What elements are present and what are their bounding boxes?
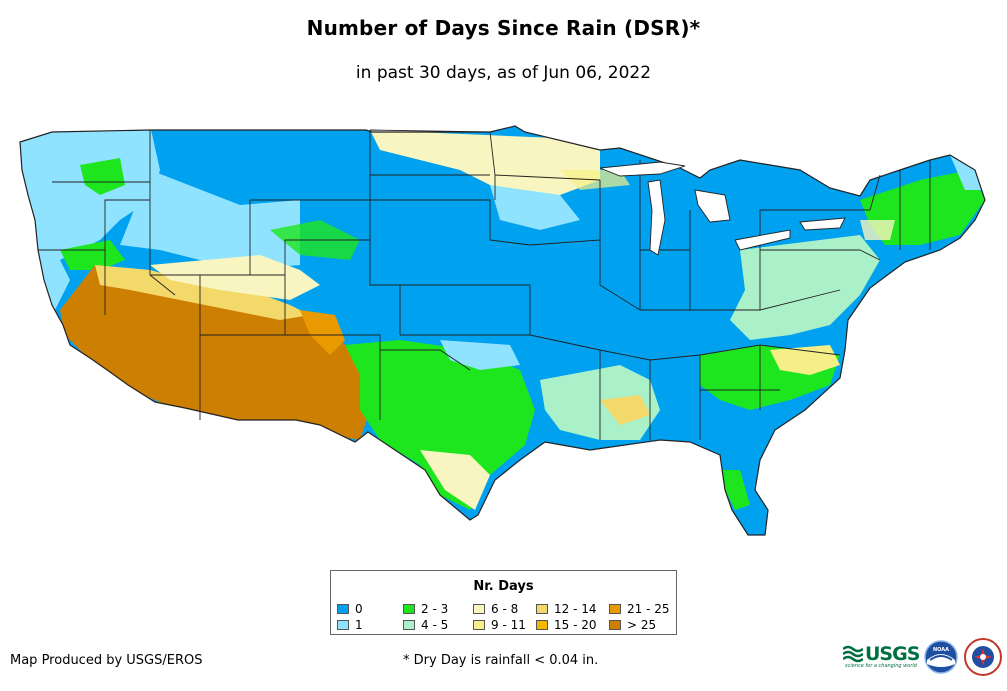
region-utah-6to8 [150, 255, 320, 300]
legend-swatch [337, 620, 349, 630]
nws-logo [964, 638, 1002, 676]
region-south-texas-6to8 [420, 450, 490, 510]
legend-label: 0 [355, 602, 363, 616]
region-wa-coast-1day [20, 132, 60, 220]
legend-item: > 25 [609, 618, 656, 632]
legend-swatch [536, 620, 548, 630]
legend-swatch [337, 604, 349, 614]
legend: Nr. Days 0 1 2 - 3 4 - 5 6 - 8 9 - 11 12 - 14 1… [330, 570, 677, 635]
region-sw-edge-12to14 [95, 265, 310, 320]
legend-swatch [609, 604, 621, 614]
legend-swatch [609, 620, 621, 630]
footnote-text: * Dry Day is rainfall < 0.04 in. [403, 653, 599, 668]
legend-item: 21 - 25 [609, 602, 670, 616]
legend-title: Nr. Days [473, 579, 534, 594]
usgs-wave-icon [843, 645, 863, 663]
lake-erie [734, 229, 791, 251]
us-dsr-map [0, 110, 1007, 550]
legend-swatch [473, 604, 485, 614]
usgs-wordmark: USGS [865, 643, 920, 665]
legend-swatch [536, 604, 548, 614]
region-oklahoma-1day [440, 340, 520, 370]
usgs-logo: USGS science for a changing world [843, 642, 921, 670]
region-alabama-12to14 [600, 395, 650, 425]
region-ny-6to8 [860, 220, 895, 240]
region-midatlantic-4to5 [730, 235, 880, 340]
legend-swatch [403, 620, 415, 630]
region-nevada-2to3 [60, 240, 125, 270]
legend-item: 15 - 20 [536, 618, 597, 632]
legend-item: 2 - 3 [403, 602, 448, 616]
map-title: Number of Days Since Rain (DSR)* [306, 16, 701, 40]
legend-label: > 25 [627, 618, 657, 632]
legend-item: 4 - 5 [403, 618, 448, 632]
legend-label: 1 [355, 618, 363, 632]
state-borders [38, 129, 931, 440]
legend-item: 6 - 8 [473, 602, 518, 616]
noaa-wordmark: NOAA [933, 647, 949, 653]
legend-item: 1 [337, 618, 363, 632]
legend-label: 9 - 11 [491, 618, 526, 632]
region-texas-2to3 [345, 340, 535, 510]
lake-huron [694, 189, 731, 223]
region-oregon-2to3 [80, 158, 125, 195]
region-dakotas-6to8 [370, 130, 600, 200]
lake-michigan [647, 179, 666, 256]
legend-item: 12 - 14 [536, 602, 597, 616]
lake-ontario [799, 217, 846, 231]
legend-label: 4 - 5 [421, 618, 449, 632]
region-minnesota-1day [490, 185, 580, 230]
legend-item: 0 [337, 602, 363, 616]
region-nm-21to25 [300, 310, 345, 355]
legend-label: 12 - 14 [554, 602, 597, 616]
legend-label: 6 - 8 [491, 602, 519, 616]
legend-label: 2 - 3 [421, 602, 449, 616]
legend-swatch [403, 604, 415, 614]
great-lakes [599, 161, 846, 256]
map-svg [19, 125, 986, 536]
legend-item: 9 - 11 [473, 618, 526, 632]
region-wyoming-1day [120, 170, 300, 270]
region-southwest-over25 [60, 265, 370, 440]
usgs-tagline: science for a changing world [845, 663, 917, 669]
map-subtitle: in past 30 days, as of Jun 06, 2022 [355, 63, 652, 83]
legend-label: 15 - 20 [554, 618, 597, 632]
lake-superior [599, 161, 686, 177]
legend-swatch [473, 620, 485, 630]
noaa-logo: NOAA [924, 640, 958, 674]
credit-text: Map Produced by USGS/EROS [10, 653, 203, 668]
legend-label: 21 - 25 [627, 602, 670, 616]
